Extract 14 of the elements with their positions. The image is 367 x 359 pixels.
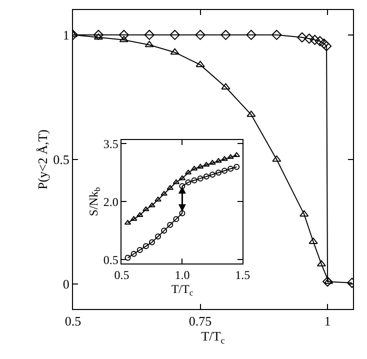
- x-tick-label: 1.0: [174, 268, 190, 282]
- y-tick-label: 1: [62, 27, 70, 42]
- x-axis-title: T/T$_{c}$: [201, 328, 225, 346]
- y-tick-label: 0.5: [103, 252, 118, 267]
- x-tick-label: 1.5: [235, 268, 250, 282]
- y-tick-label: 2.0: [103, 194, 118, 209]
- y-tick-label: 3.5: [103, 136, 118, 151]
- y-axis-title: P(y<2 Å,T): [35, 129, 50, 190]
- x-axis-title: T/T$_{c}$: [171, 282, 194, 298]
- x-tick-label: 0.75: [188, 314, 212, 329]
- y-tick-label: 0: [62, 276, 70, 292]
- y-tick-label: 0.5: [53, 152, 70, 168]
- x-tick-label: 1: [324, 314, 331, 329]
- x-tick-label: 0.5: [114, 268, 130, 282]
